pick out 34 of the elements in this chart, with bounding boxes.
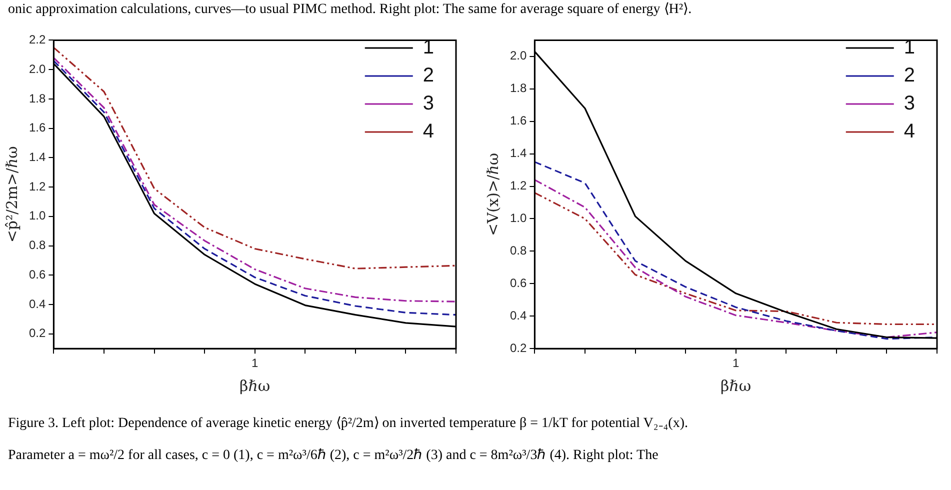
- y-tick-label: 1.2: [510, 178, 527, 193]
- y-tick-label: 1.8: [510, 81, 527, 96]
- x-axis-title: βℏω: [240, 376, 270, 395]
- y-tick-label: 0.2: [510, 340, 527, 355]
- legend-label: 4: [422, 120, 434, 143]
- y-tick-label: 1.8: [28, 91, 46, 106]
- y-tick-label: 1.4: [510, 146, 527, 160]
- y-axis-title: <p̂²/2m>/ℏω: [2, 146, 21, 243]
- legend-label: 4: [904, 120, 915, 143]
- y-tick-label: 0.6: [510, 276, 527, 290]
- caption: Figure 3. Left plot: Dependence of average kinetic energy ⟨p̂²/2m⟩ on inverted temperature β = 1/kT for potential V₂₋₄(x).: [8, 415, 689, 433]
- y-tick-label: 1.4: [28, 150, 46, 164]
- y-tick-label: 1.6: [28, 120, 46, 135]
- y-tick-label: 0.4: [510, 308, 527, 322]
- text: Parameter a = mω²/2 for all cases, c = 0 (1), c = m²ω³/6ℏ (2), c = m²ω³/2ℏ (3) and c = 8m²ω³/3ℏ (4). Right plot: The: [8, 447, 660, 465]
- y-tick-label: 2.0: [28, 62, 46, 76]
- y-tick-label: 0.4: [28, 296, 46, 311]
- y-tick-label: 0.8: [510, 244, 527, 258]
- y-tick-label: 1.6: [510, 114, 527, 128]
- legend-label: 2: [422, 64, 434, 87]
- y-tick-label: 1.0: [28, 208, 46, 223]
- y-tick-label: 1.2: [28, 179, 46, 194]
- y-tick-label: 0.6: [28, 267, 46, 282]
- legend-label: 3: [422, 92, 434, 115]
- y-tick-label: 1.0: [510, 211, 527, 226]
- x-axis-title: βℏω: [720, 376, 752, 395]
- y-tick-label: 0.2: [28, 326, 46, 340]
- y-tick-label: 2.0: [510, 48, 527, 63]
- legend-label: 2: [904, 64, 915, 87]
- y-axis-title: <V(x)>/ℏω: [484, 152, 502, 236]
- legend-label: 3: [904, 92, 915, 115]
- y-tick-label: 0.8: [28, 238, 46, 252]
- text: onic approximation calculations, curves—to usual PIMC method. Right plot: The same for average square of energy ⟨H²⟩.: [8, 1, 693, 19]
- y-tick-label: 2.2: [28, 32, 46, 47]
